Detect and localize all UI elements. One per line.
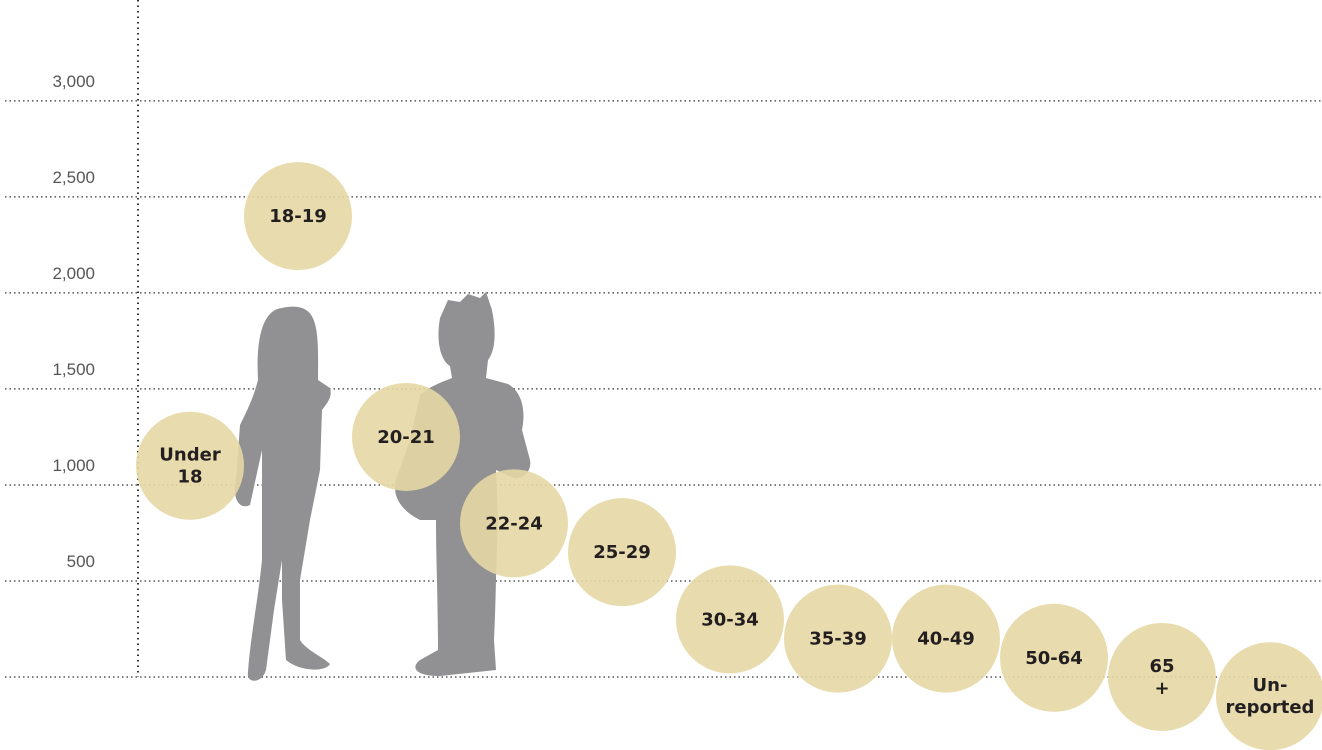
y-tick-label: 1,000 [52, 456, 95, 475]
bubble-label: 30-34 [701, 609, 759, 630]
bubble [352, 382, 460, 491]
bubble [784, 584, 892, 693]
bubble-label: Un-reported [1226, 675, 1315, 718]
bubbles: Under 18 18-19 20-21 22-24 25-29 30-34 35-39 40-… [136, 162, 1322, 750]
bubble [136, 411, 244, 520]
y-tick-label: 500 [67, 552, 95, 571]
grid: 500 1,000 1,500 2,000 2,500 3,000 [5, 72, 1322, 678]
bubble [1000, 603, 1108, 712]
bubble-label: 22-24 [485, 513, 543, 534]
man-silhouette [395, 292, 531, 676]
silhouettes [234, 292, 531, 681]
y-tick-label: 2,000 [52, 264, 95, 283]
bubble-label: 65 + [1149, 656, 1174, 699]
bubble [1216, 642, 1322, 750]
bubble-label: 18-19 [269, 206, 327, 227]
bubble-label: Under 18 [159, 445, 221, 488]
bubble [460, 469, 568, 578]
bubble-label: 50-64 [1025, 648, 1083, 669]
y-tick-label: 2,500 [52, 168, 95, 187]
y-tick-label: 3,000 [52, 72, 95, 91]
bubble [1108, 623, 1216, 732]
bubble [892, 584, 1000, 693]
y-tick-label: 1,500 [52, 360, 95, 379]
bubble-label: 20-21 [377, 427, 435, 448]
bubble [676, 565, 784, 674]
woman-silhouette [234, 306, 331, 681]
bubble-label: 40-49 [917, 629, 975, 650]
bubble-label: 35-39 [809, 629, 867, 650]
bubble [568, 498, 676, 607]
bubble [244, 162, 352, 271]
bubble-label: 25-29 [593, 542, 651, 563]
